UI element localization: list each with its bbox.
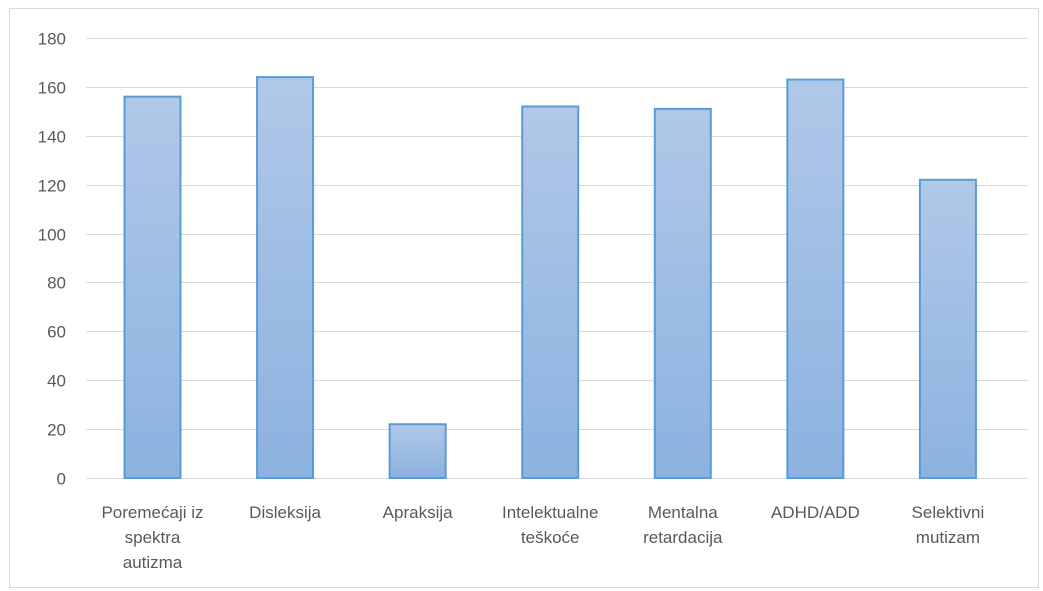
bar bbox=[388, 423, 447, 480]
x-category-label-line: Intelektualne bbox=[502, 503, 598, 522]
y-tick-label: 0 bbox=[57, 470, 66, 489]
y-tick-label: 140 bbox=[38, 128, 66, 147]
x-category-label: Selektivni mutizam bbox=[912, 503, 985, 547]
bar bbox=[256, 76, 315, 479]
y-tick-label: 120 bbox=[38, 177, 66, 196]
bar bbox=[918, 178, 977, 479]
x-category-label: Poremećaji iz spektra autizma bbox=[101, 503, 203, 572]
y-tick-label: 80 bbox=[47, 274, 66, 293]
x-category-label-line: spektra bbox=[125, 528, 181, 547]
gridlines bbox=[86, 38, 1028, 479]
x-category-label-line: mutizam bbox=[916, 528, 980, 547]
x-category-label-line: ADHD/ADD bbox=[771, 503, 860, 522]
y-tick-label: 160 bbox=[38, 79, 66, 98]
y-tick-label: 100 bbox=[38, 226, 66, 245]
x-category-label-line: autizma bbox=[123, 553, 183, 572]
y-tick-label: 180 bbox=[38, 30, 66, 49]
bar bbox=[521, 105, 580, 479]
x-category-label-line: Mentalna bbox=[648, 503, 718, 522]
y-tick-label: 20 bbox=[47, 421, 66, 440]
x-category-label-line: Poremećaji iz bbox=[101, 503, 203, 522]
x-category-label: Intelektualne teškoće bbox=[502, 503, 598, 547]
x-category-label: Apraksija bbox=[383, 503, 453, 522]
x-category-label-line: Apraksija bbox=[383, 503, 453, 522]
bar bbox=[786, 78, 845, 480]
x-category-label: ADHD/ADD bbox=[771, 503, 860, 522]
x-category-label-line: Selektivni bbox=[912, 503, 985, 522]
x-category-label-line: teškoće bbox=[521, 528, 580, 547]
y-tick-label: 60 bbox=[47, 323, 66, 342]
bar bbox=[123, 95, 182, 480]
y-tick-label: 40 bbox=[47, 372, 66, 391]
x-category-label: Disleksija bbox=[249, 503, 321, 522]
y-axis-ticks: 0 20 40 60 80 100 120 140 160 180 bbox=[38, 30, 66, 489]
x-axis-labels: Poremećaji iz spektra autizma Disleksija Apr… bbox=[101, 503, 984, 572]
x-category-label-line: retardacija bbox=[643, 528, 723, 547]
x-category-label: Mentalna retardacija bbox=[643, 503, 723, 547]
bars bbox=[123, 76, 977, 480]
x-category-label-line: Disleksija bbox=[249, 503, 321, 522]
bar bbox=[653, 107, 712, 479]
